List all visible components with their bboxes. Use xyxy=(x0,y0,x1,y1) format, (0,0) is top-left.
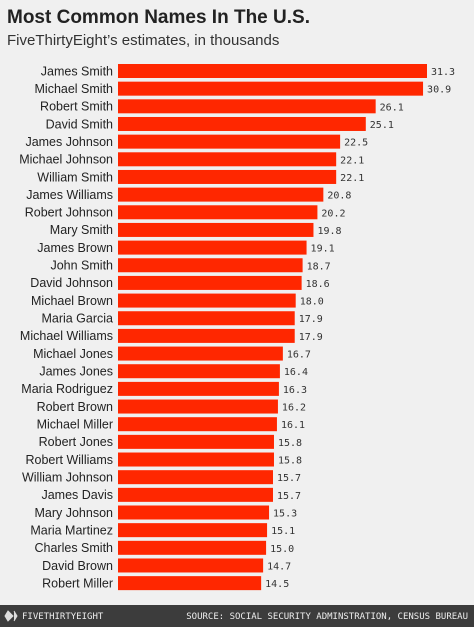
value-label: 16.2 xyxy=(282,403,306,414)
bar xyxy=(118,293,296,308)
chart-subtitle: FiveThirtyEight’s estimates, in thousand… xyxy=(7,32,279,49)
bar xyxy=(118,64,427,78)
value-label: 25.1 xyxy=(370,120,394,131)
category-label: Michael Smith xyxy=(35,82,114,96)
value-label: 22.1 xyxy=(340,155,364,166)
category-label: James Jones xyxy=(39,365,113,379)
value-label: 14.7 xyxy=(267,561,291,572)
category-label: James Davis xyxy=(41,488,113,502)
value-label: 15.1 xyxy=(271,526,295,537)
category-label: Robert Williams xyxy=(25,453,113,467)
bar xyxy=(118,328,295,343)
bar xyxy=(118,152,337,167)
bar xyxy=(118,470,273,485)
category-label: Robert Brown xyxy=(37,400,113,414)
bar xyxy=(118,205,318,220)
bar xyxy=(118,558,264,573)
category-label: James Williams xyxy=(26,188,113,202)
value-label: 18.0 xyxy=(300,297,324,308)
category-label: Robert Smith xyxy=(40,100,113,114)
value-label: 19.8 xyxy=(317,226,341,237)
value-label: 17.9 xyxy=(299,314,323,325)
category-label: Mary Johnson xyxy=(34,506,113,520)
category-label: Mary Smith xyxy=(50,223,113,237)
value-label: 18.7 xyxy=(307,261,331,272)
category-label: David Johnson xyxy=(30,276,113,290)
category-label: Robert Miller xyxy=(42,576,113,590)
category-label: Robert Johnson xyxy=(25,206,113,220)
value-label: 26.1 xyxy=(380,102,404,113)
value-label: 22.5 xyxy=(344,138,368,149)
value-label: 15.8 xyxy=(278,456,302,467)
value-label: 17.9 xyxy=(299,332,323,343)
category-label: James Johnson xyxy=(25,135,113,149)
value-label: 19.1 xyxy=(311,244,335,255)
category-label: David Brown xyxy=(42,559,113,573)
category-label: Robert Jones xyxy=(39,435,113,449)
category-label: John Smith xyxy=(50,259,113,273)
value-label: 16.7 xyxy=(287,350,311,361)
category-label: William Johnson xyxy=(22,470,113,484)
value-label: 15.7 xyxy=(277,473,301,484)
category-label: Charles Smith xyxy=(35,541,114,555)
bar xyxy=(118,258,303,273)
bar xyxy=(118,169,337,184)
value-label: 16.3 xyxy=(283,385,307,396)
bar xyxy=(118,311,295,326)
value-label: 15.7 xyxy=(277,491,301,502)
bar xyxy=(118,99,376,114)
category-label: David Smith xyxy=(46,117,113,131)
value-label: 22.1 xyxy=(340,173,364,184)
value-label: 18.6 xyxy=(306,279,330,290)
bar xyxy=(118,81,424,96)
category-label: Michael Williams xyxy=(20,329,113,343)
category-label: Michael Johnson xyxy=(19,153,113,167)
bar xyxy=(118,116,366,131)
bar xyxy=(118,523,268,538)
category-label: James Smith xyxy=(41,64,113,78)
bar xyxy=(118,134,341,149)
bar xyxy=(118,452,274,467)
value-label: 20.2 xyxy=(321,208,345,219)
source-text: SOURCE: SOCIAL SECURITY ADMINSTRATION, C… xyxy=(186,612,468,622)
bar xyxy=(118,540,267,555)
bar xyxy=(118,434,274,449)
chart-title: Most Common Names In The U.S. xyxy=(7,7,310,28)
category-label: Maria Rodriguez xyxy=(21,382,113,396)
bar xyxy=(118,381,279,396)
bar xyxy=(118,487,273,502)
value-label: 15.0 xyxy=(270,544,294,555)
bar xyxy=(118,576,262,591)
value-label: 20.8 xyxy=(327,191,351,202)
category-label: Michael Jones xyxy=(33,347,113,361)
bar xyxy=(118,240,307,255)
value-label: 31.3 xyxy=(431,67,455,78)
bar xyxy=(118,346,283,361)
category-label: Maria Martinez xyxy=(30,523,113,537)
logo-text: FIVETHIRTYEIGHT xyxy=(22,612,104,622)
value-label: 14.5 xyxy=(265,579,289,590)
value-label: 15.8 xyxy=(278,438,302,449)
bar xyxy=(118,275,302,290)
footer-bar xyxy=(0,605,474,627)
logo-icon xyxy=(4,610,18,622)
bar xyxy=(118,364,280,379)
value-label: 16.1 xyxy=(281,420,305,431)
category-label: Michael Brown xyxy=(31,294,113,308)
bar xyxy=(118,222,314,237)
value-label: 15.3 xyxy=(273,509,297,520)
category-label: William Smith xyxy=(37,170,113,184)
category-label: James Brown xyxy=(37,241,113,255)
bar xyxy=(118,187,324,202)
category-label: Maria Garcia xyxy=(41,312,113,326)
bar xyxy=(118,505,270,520)
value-label: 16.4 xyxy=(284,367,308,378)
category-label: Michael Miller xyxy=(37,417,113,431)
bar xyxy=(118,399,278,414)
value-label: 30.9 xyxy=(427,85,451,96)
bar xyxy=(118,417,277,432)
